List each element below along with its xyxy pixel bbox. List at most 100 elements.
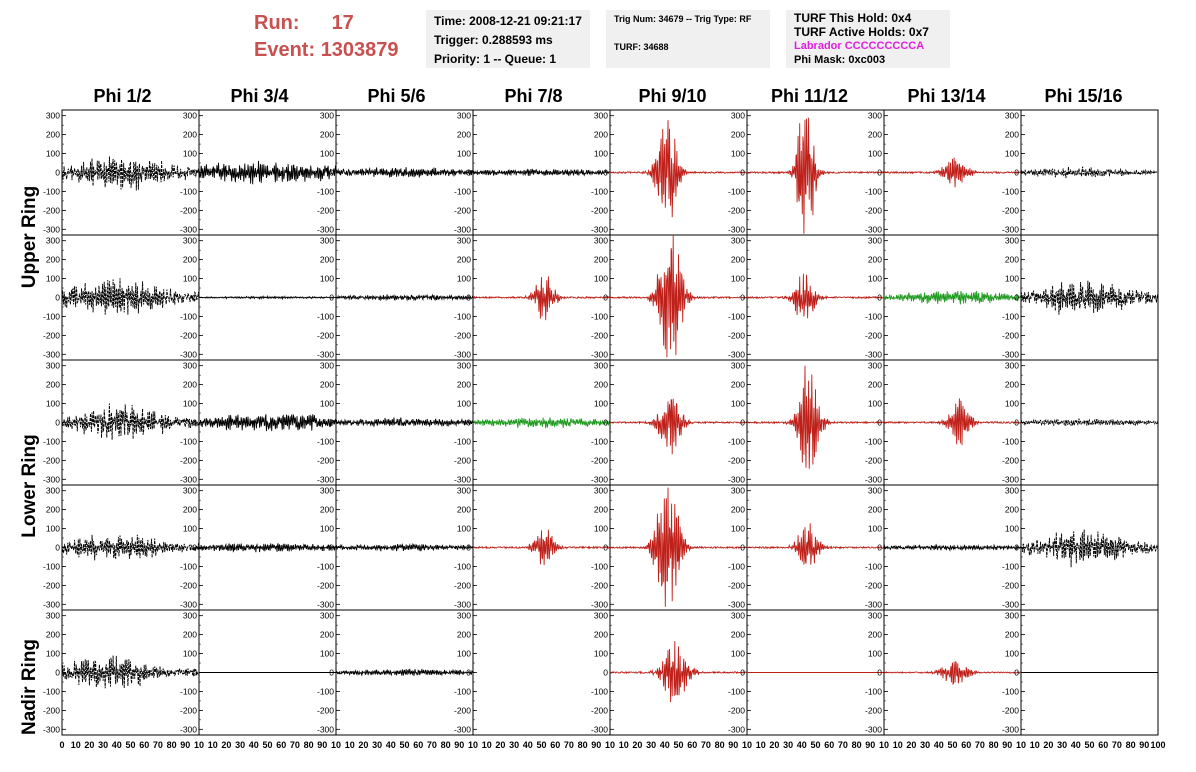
y-tick-label: -100 [1002,686,1019,696]
y-tick-label: -200 [1002,205,1019,215]
y-tick-label: 100 [868,399,882,409]
y-tick-label: 300 [183,111,197,121]
y-tick-label: 300 [457,236,471,246]
y-tick-label: -100 [728,186,745,196]
y-tick-label: 100 [46,649,60,659]
waveform-trace [198,294,337,301]
y-tick-label: 0 [603,668,608,678]
y-tick-label: -200 [1002,330,1019,340]
y-tick-label: 0 [1014,418,1019,428]
y-tick-label: 200 [183,630,197,640]
y-tick-label: 0 [466,543,471,553]
y-tick-label: -300 [591,224,608,234]
y-tick-label: -200 [454,455,471,465]
y-tick-label: -100 [180,561,197,571]
panel-r1-c6: -300 -200 -100 0 100 200 300 [728,109,885,236]
col-title-5: Phi 9/10 [638,86,707,106]
x-tick-label: 50 [673,740,683,750]
y-tick-label: 300 [868,236,882,246]
x-tick-label: 30 [646,740,656,750]
y-tick-label: 300 [183,236,197,246]
waveform-trace [1020,280,1159,315]
x-tick-label: 0 [59,740,64,750]
y-tick-label: 0 [55,293,60,303]
col-title-1: Phi 1/2 [93,86,152,106]
x-tick-label: 10 [482,740,492,750]
y-tick-label: -300 [454,599,471,609]
x-tick-label: 80 [715,740,725,750]
y-tick-label: -200 [454,205,471,215]
waveform-trace [609,234,747,358]
x-tick-label: 30 [783,740,793,750]
y-tick-label: 200 [594,380,608,390]
y-tick-label: -200 [180,455,197,465]
x-tick-label: 10 [194,740,204,750]
x-tick-label: 90 [591,740,601,750]
y-tick-label: -300 [591,474,608,484]
y-tick-label: -300 [728,599,745,609]
y-tick-label: 0 [329,418,334,428]
x-tick-label: 80 [852,740,862,750]
x-tick-label: 50 [125,740,135,750]
x-tick-label: 30 [509,740,519,750]
x-tick-label: 80 [441,740,451,750]
y-tick-label: -100 [454,186,471,196]
panel-r5-c2: -300 -200 -100 0 100 200 300 [180,609,337,736]
y-tick-label: -100 [43,561,60,571]
y-tick-label: -200 [43,580,60,590]
y-tick-label: 200 [868,630,882,640]
panel-r4-c5: -300 -200 -100 0 100 200 300 [591,484,748,611]
y-tick-label: -300 [1002,224,1019,234]
waveform-trace [609,641,748,703]
waveform-trace [609,487,748,607]
y-tick-label: 200 [731,130,745,140]
y-tick-label: 0 [877,293,882,303]
panel-r5-c1: -300 -200 -100 0 100 200 300 [43,609,200,736]
y-tick-label: 100 [1005,524,1019,534]
panel-r4-c7: -300 -200 -100 0 100 200 300 [865,484,1022,611]
y-tick-label: 200 [594,130,608,140]
y-tick-label: -200 [317,455,334,465]
y-tick-label: -200 [728,580,745,590]
y-tick-label: -200 [591,205,608,215]
y-tick-label: -100 [1002,186,1019,196]
y-tick-label: -300 [317,349,334,359]
y-tick-label: 0 [329,668,334,678]
x-tick-label: 40 [112,740,122,750]
y-tick-label: 200 [320,380,334,390]
y-tick-label: 0 [603,543,608,553]
y-tick-label: 300 [457,111,471,121]
y-tick-label: -300 [180,599,197,609]
y-tick-label: 200 [868,255,882,265]
y-tick-label: -100 [728,686,745,696]
panel-r2-c4: -300 -200 -100 0 100 200 300 [454,234,611,361]
x-tick-label: 20 [495,740,505,750]
panel-r4-c3: -300 -200 -100 0 100 200 300 [317,484,474,611]
panel-r3-c8: -300 -200 -100 0 100 200 300 [1002,359,1159,486]
y-tick-label: 100 [731,399,745,409]
y-tick-label: -100 [728,311,745,321]
y-tick-label: 0 [877,418,882,428]
panel-r1-c2: -300 -200 -100 0 100 200 300 [180,109,337,236]
y-tick-label: -300 [454,349,471,359]
y-tick-label: 300 [457,611,471,621]
y-tick-label: -300 [591,349,608,359]
x-tick-label: 20 [769,740,779,750]
y-tick-label: -200 [728,330,745,340]
y-tick-label: 200 [731,630,745,640]
y-tick-label: -100 [317,686,334,696]
x-tick-label: 60 [1098,740,1108,750]
y-tick-label: 200 [457,380,471,390]
run-event-block: Run: 17 Event: 1303879 [254,10,399,64]
priority-text: Priority: 1 -- Queue: 1 [434,52,557,66]
waveform-trace [335,293,474,302]
x-tick-label: 80 [167,740,177,750]
panel-r2-c2: -300 -200 -100 0 100 200 300 [180,234,337,361]
y-tick-label: -200 [454,580,471,590]
turf-active-text: TURF Active Holds: 0x7 [794,25,929,39]
y-tick-label: -100 [317,311,334,321]
y-tick-label: 0 [55,168,60,178]
y-tick-label: 0 [1014,168,1019,178]
y-tick-label: -300 [43,474,60,484]
